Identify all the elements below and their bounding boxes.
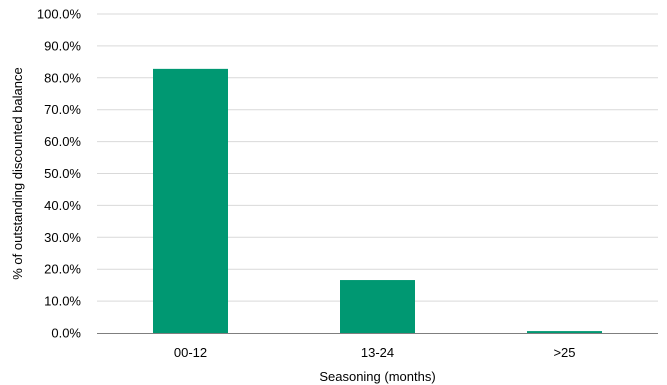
y-tick-labels: 0.0% 10.0% 20.0% 30.0% 40.0% 50.0% 60.0% 70.0% 8…	[37, 7, 82, 341]
x-tick-label: 00-12	[174, 345, 207, 360]
y-tick-label: 20.0%	[44, 262, 81, 277]
y-tick-label: 100.0%	[37, 7, 82, 22]
y-tick-label: 90.0%	[44, 38, 81, 53]
bar-1	[153, 68, 228, 334]
x-axis-title: Seasoning (months)	[319, 369, 435, 384]
y-tick-label: 70.0%	[44, 102, 81, 117]
y-tick-label: 60.0%	[44, 134, 81, 149]
y-tick-label: 30.0%	[44, 230, 81, 245]
y-axis-title: % of outstanding discounted balance	[10, 67, 25, 280]
y-tick-label: 80.0%	[44, 70, 81, 85]
x-tick-label: >25	[553, 345, 575, 360]
y-tick-label: 10.0%	[44, 294, 81, 309]
bar-3	[527, 331, 602, 333]
bars	[153, 68, 602, 334]
x-tick-labels: 00-12 13-24 >25	[174, 345, 576, 360]
x-tick-label: 13-24	[361, 345, 394, 360]
y-tick-label: 50.0%	[44, 166, 81, 181]
bar-2	[340, 280, 415, 333]
y-tick-label: 40.0%	[44, 198, 81, 213]
y-tick-label: 0.0%	[51, 326, 81, 341]
